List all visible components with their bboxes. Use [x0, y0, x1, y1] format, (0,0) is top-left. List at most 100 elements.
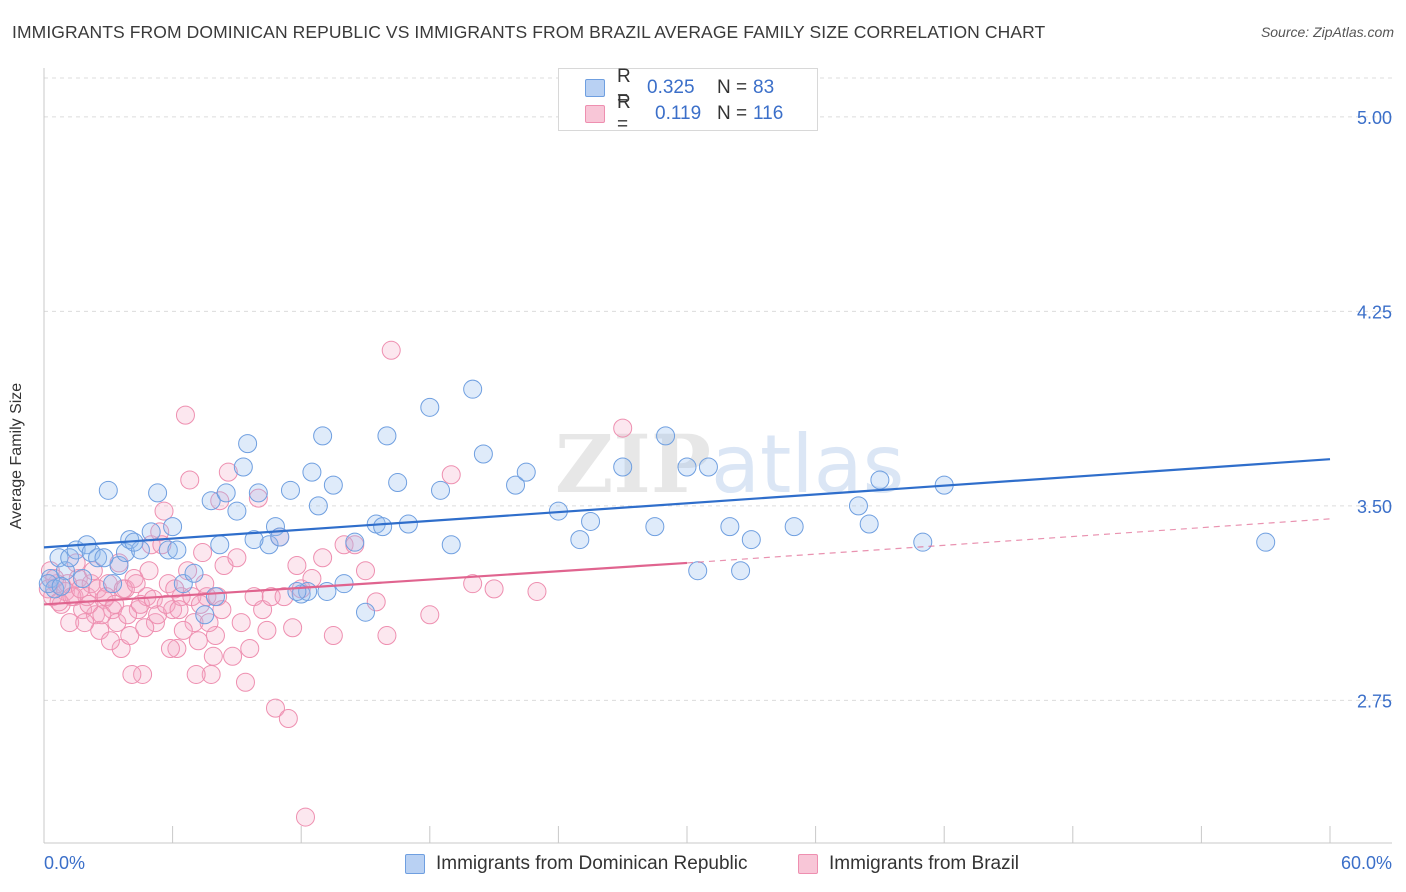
- x-tick-label-max: 60.0%: [1341, 853, 1392, 873]
- brazil-point: [381, 340, 401, 360]
- dominican-point: [205, 587, 225, 607]
- dominican-point: [613, 457, 633, 477]
- dominican-point: [516, 462, 536, 482]
- brazil-point: [420, 605, 440, 625]
- n-label: N =: [717, 103, 748, 124]
- dominican-point: [506, 475, 526, 495]
- dominican-point: [287, 581, 307, 601]
- r-label: R =: [617, 66, 631, 109]
- dominican-point: [280, 480, 300, 500]
- brazil-point: [295, 807, 315, 827]
- legend-item-dominican: Immigrants from Dominican Republic: [405, 852, 748, 876]
- brazil-point: [323, 626, 343, 646]
- legend-item-brazil: Immigrants from Brazil: [798, 852, 1019, 876]
- brazil-point: [85, 605, 105, 625]
- brazil-point: [160, 639, 180, 659]
- brazil-point: [283, 618, 303, 638]
- brazil-point: [377, 626, 397, 646]
- dominican-point: [848, 496, 868, 516]
- dominican-point: [103, 574, 123, 594]
- brazil-point: [203, 646, 223, 666]
- dominican-point: [313, 426, 333, 446]
- dominican-point: [308, 496, 328, 516]
- dominican-point: [259, 535, 279, 555]
- brazil-point: [60, 613, 80, 633]
- brazil-trend-extension: [686, 518, 1331, 564]
- brazil-point: [133, 664, 153, 684]
- brazil-point: [527, 581, 547, 601]
- brazil-point: [154, 501, 174, 521]
- brazil-trend-line: [43, 561, 688, 606]
- dominican-point: [98, 480, 118, 500]
- brazil-point: [145, 613, 165, 633]
- brazil-point: [122, 664, 142, 684]
- brazil-point: [175, 405, 195, 425]
- y-axis-label: Average Family Size: [8, 382, 25, 530]
- legend-row-dominican: R = 0.325 N = 83: [585, 66, 775, 109]
- dominican-point: [1256, 532, 1276, 552]
- dominican-point: [210, 535, 230, 555]
- brazil-point: [79, 594, 99, 614]
- brazil-point: [223, 646, 243, 666]
- dominican-point: [216, 483, 236, 503]
- x-tick-label-min: 0.0%: [44, 853, 85, 873]
- brazil-point: [158, 574, 178, 594]
- brazil-point: [463, 574, 483, 594]
- dominican-point: [913, 532, 933, 552]
- dominican-point: [463, 379, 483, 399]
- watermark-atlas: atlas: [711, 418, 904, 511]
- brazil-point: [227, 548, 247, 568]
- brazil-point: [613, 418, 633, 438]
- dominican-point: [345, 532, 365, 552]
- brazil-point: [143, 589, 163, 609]
- correlation-legend: R = 0.325 N = 83 R = 0.119 N = 116: [558, 66, 818, 135]
- dominican-point: [645, 517, 665, 537]
- dominican-point: [248, 483, 268, 503]
- y-tick-label: 4.25: [1357, 302, 1392, 322]
- brazil-point: [167, 639, 187, 659]
- dominican-point: [244, 530, 264, 550]
- dominican-point: [581, 511, 601, 531]
- dominican-point: [148, 483, 168, 503]
- dominican-point: [88, 548, 108, 568]
- brazil-point: [240, 639, 260, 659]
- dominican-point: [570, 530, 590, 550]
- blue-swatch: [405, 854, 425, 874]
- dominican-point: [431, 480, 451, 500]
- brazil-point: [265, 698, 285, 718]
- brazil-point: [113, 579, 133, 599]
- dominican-point: [688, 561, 708, 581]
- dominican-point: [302, 462, 322, 482]
- dominican-point: [60, 548, 80, 568]
- n-value: 83: [753, 77, 775, 98]
- dominican-point: [195, 605, 215, 625]
- dominican-point: [201, 491, 221, 511]
- brazil-point: [156, 594, 176, 614]
- dominican-point: [784, 517, 804, 537]
- dominican-point: [731, 561, 751, 581]
- dominican-point: [356, 602, 375, 622]
- dominican-point: [55, 561, 75, 581]
- pink-swatch: [798, 854, 818, 874]
- brazil-point: [130, 594, 150, 614]
- y-tick-label: 2.75: [1357, 691, 1392, 711]
- brazil-point: [118, 605, 138, 625]
- brazil-point: [169, 600, 189, 620]
- dominican-point: [859, 514, 879, 534]
- dominican-point: [141, 522, 161, 542]
- dominican-point: [377, 426, 397, 446]
- brazil-point: [278, 709, 298, 729]
- dominican-point: [94, 548, 114, 568]
- dominican-point: [167, 540, 187, 560]
- brazil-point: [75, 613, 95, 633]
- dominican-point: [677, 457, 697, 477]
- dominican-point: [741, 530, 761, 550]
- dominican-point: [184, 563, 204, 583]
- watermark-zip: ZIP: [555, 417, 711, 511]
- brazil-point: [135, 618, 155, 638]
- dominican-point: [473, 444, 493, 464]
- brazil-point: [92, 605, 112, 625]
- dominican-point: [238, 434, 258, 454]
- brazil-point: [484, 579, 504, 599]
